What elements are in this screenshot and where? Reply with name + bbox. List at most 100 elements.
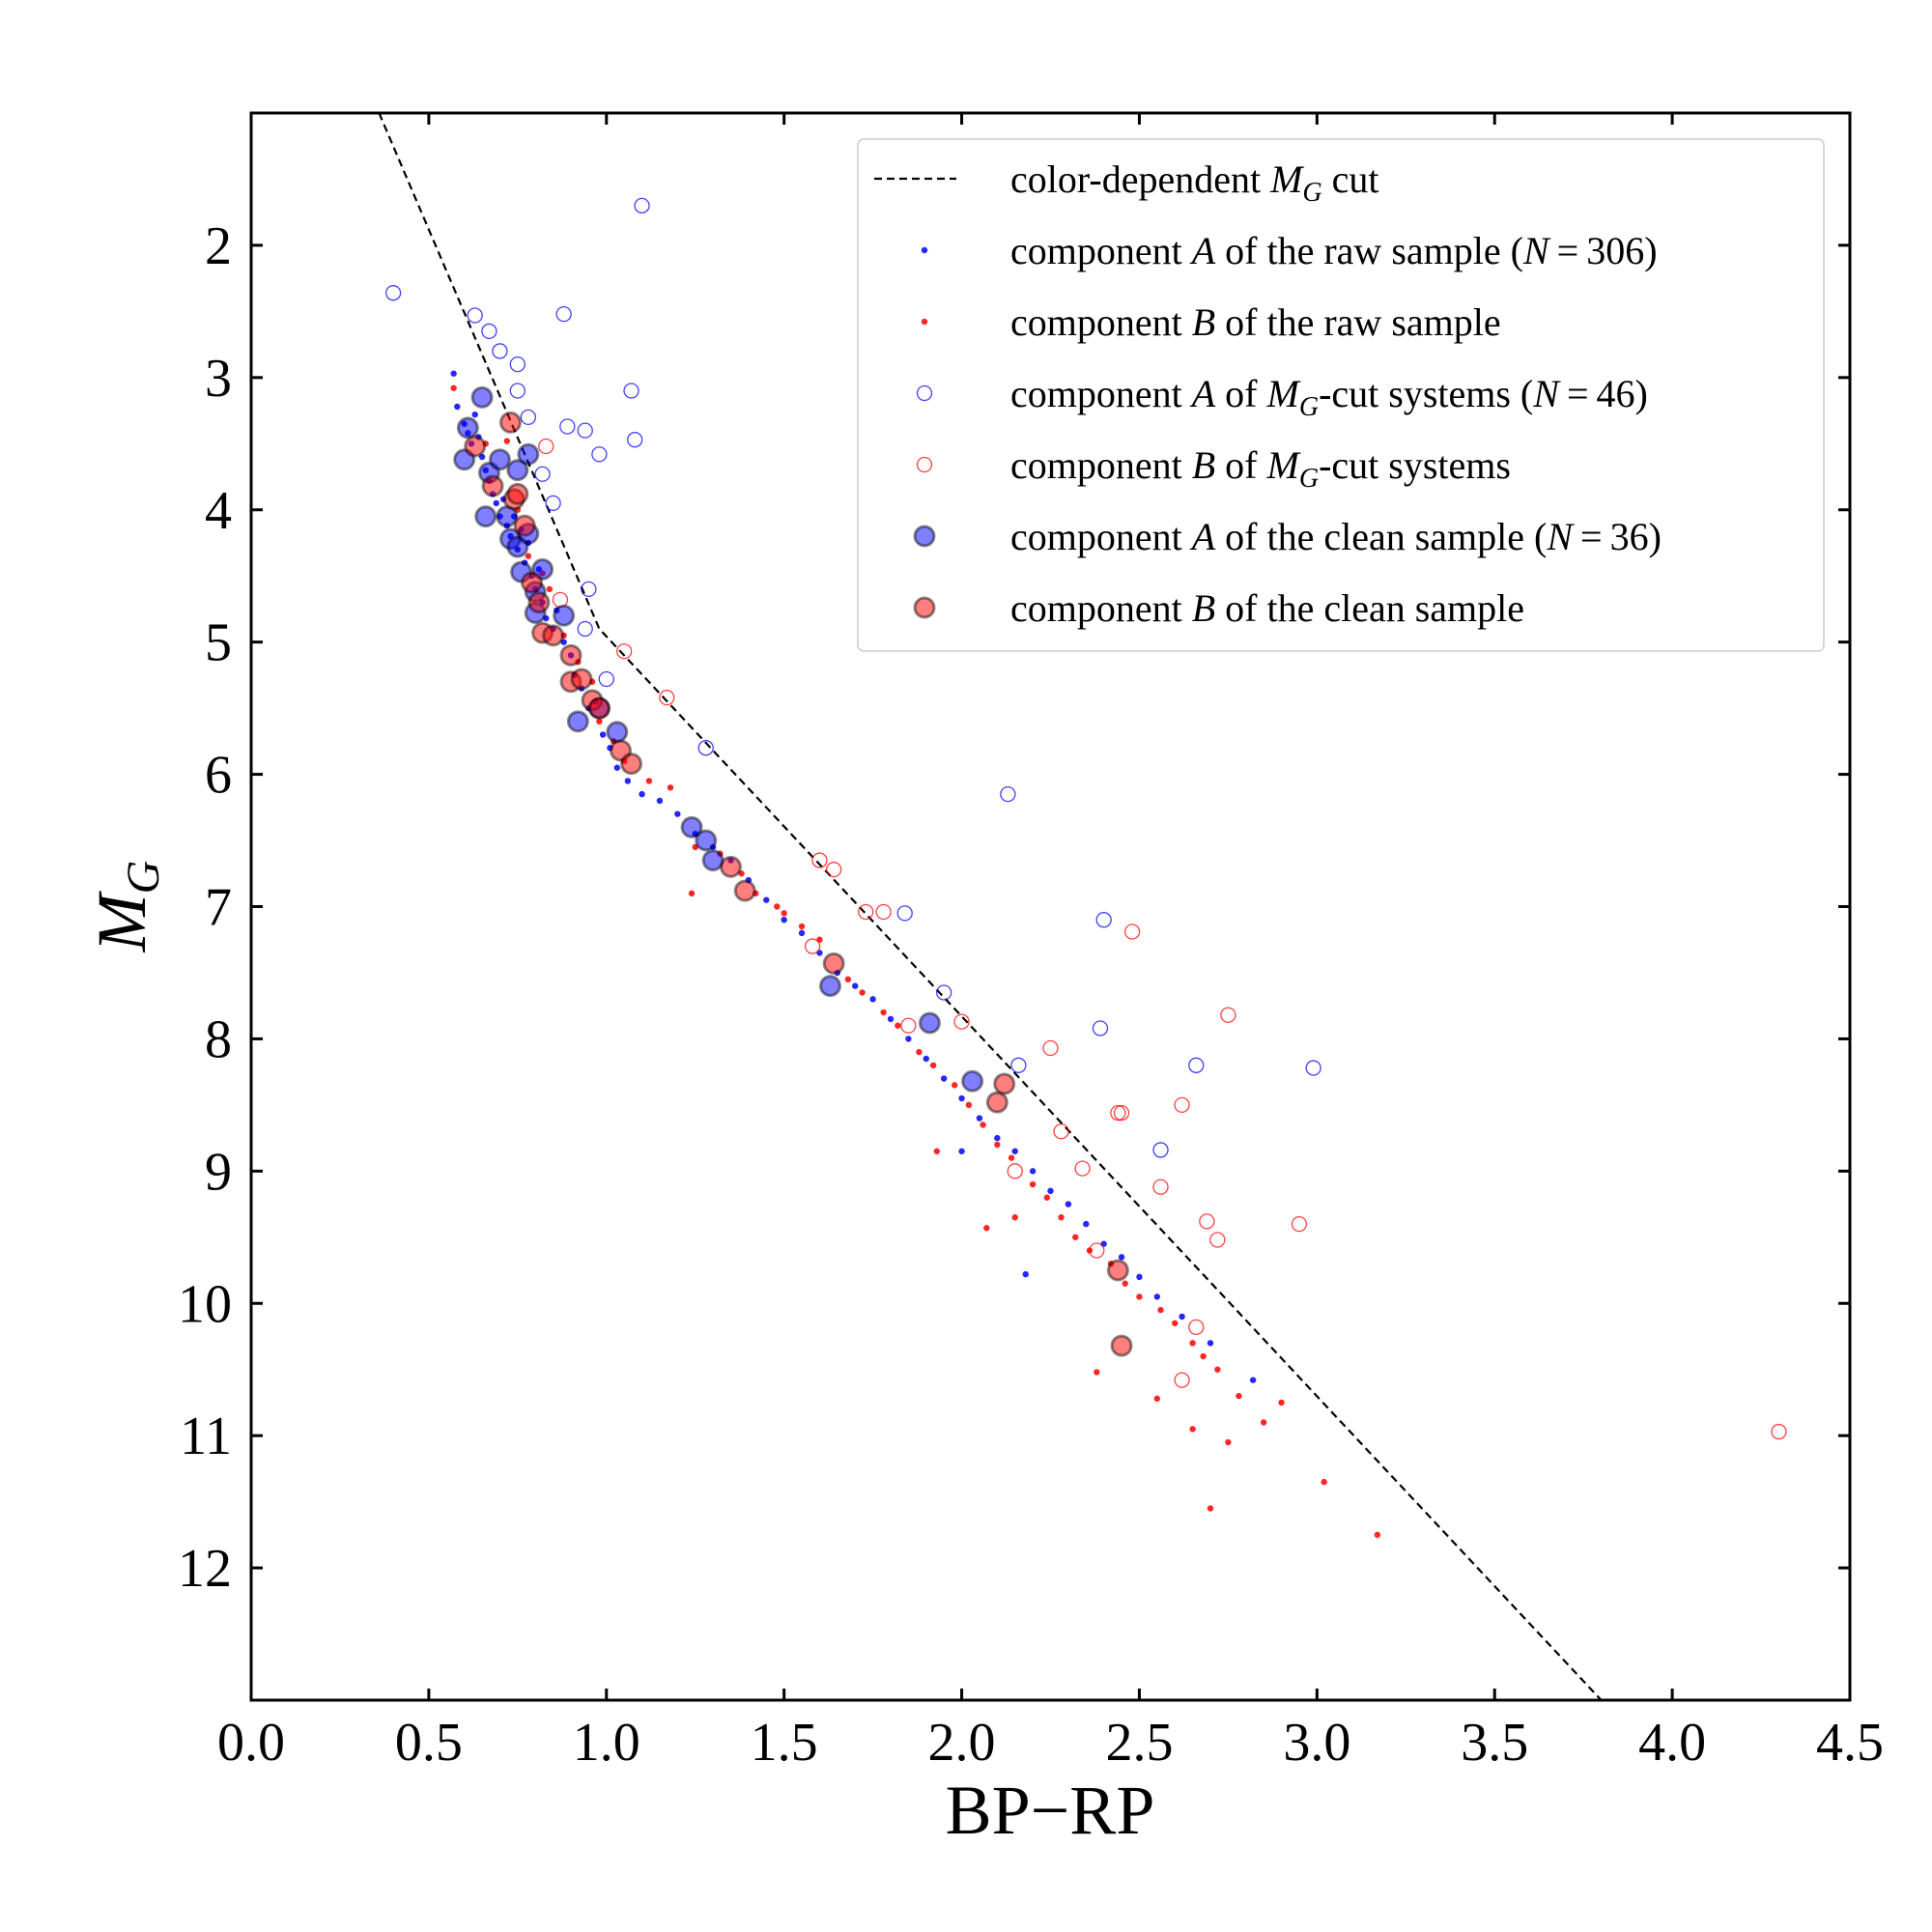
point-dot-blue <box>1207 1340 1214 1347</box>
point-ring-blue <box>1152 1142 1169 1158</box>
point-ring-red <box>1089 1242 1105 1259</box>
point-dot-red <box>844 976 852 983</box>
point-ring-blue <box>481 323 497 340</box>
point-big-red <box>521 571 544 594</box>
point-dot-blue <box>958 1094 965 1102</box>
point-dot-red <box>1278 1399 1285 1406</box>
point-big-blue <box>566 710 589 733</box>
point-dot-red <box>1189 1340 1196 1347</box>
point-ring-red <box>1174 1372 1190 1388</box>
point-dot-blue <box>1136 1273 1143 1281</box>
point-big-blue <box>517 442 540 466</box>
point-ring-red <box>1771 1423 1787 1440</box>
cut-line-layer <box>378 113 1603 1700</box>
point-ring-red <box>659 690 675 706</box>
point-big-red <box>498 411 522 434</box>
point-dot-blue <box>1029 1168 1037 1175</box>
point-dot-red <box>1214 1366 1221 1373</box>
legend-italic-part: A <box>1189 372 1216 415</box>
point-dot-red <box>1094 1369 1100 1376</box>
point-dot-red <box>1225 1438 1232 1446</box>
legend-marker-ring-red <box>916 456 933 473</box>
legend-italic-part: N <box>1522 229 1551 272</box>
point-dot-blue <box>656 797 664 805</box>
legend-text-part: of <box>1215 443 1266 487</box>
point-dot-blue <box>994 1134 1001 1142</box>
y-axis-label: MG <box>83 861 169 953</box>
x-tick-label: 3.0 <box>1283 1713 1350 1773</box>
point-dot-blue <box>454 403 461 411</box>
point-dot-blue <box>781 916 787 923</box>
legend-text-part: of the raw sample <box>1215 300 1500 344</box>
point-dot-red <box>1374 1531 1381 1539</box>
y-tick-label: 5 <box>205 613 232 673</box>
point-big-blue <box>453 448 476 471</box>
point-big-blue <box>456 416 479 440</box>
point-ring-blue <box>384 285 402 301</box>
point-dot-red <box>980 1122 986 1128</box>
x-tick-label: 1.5 <box>751 1713 818 1773</box>
point-dot-red <box>596 718 603 725</box>
legend-text-part: component <box>1010 372 1192 415</box>
legend-italic-part: B <box>1192 300 1215 344</box>
legend-text-part: = 46) <box>1559 372 1648 415</box>
point-big-red <box>720 855 742 878</box>
y-axis-label-sub: G <box>118 861 169 895</box>
legend-marker-dot-blue <box>921 246 928 254</box>
point-big-blue <box>553 604 576 627</box>
point-dot-blue <box>869 996 876 1003</box>
legend-subscript-part: G <box>1299 464 1319 494</box>
point-ring-red <box>900 1017 917 1034</box>
legend-label-raw-b: component B of the raw sample <box>1010 300 1501 344</box>
x-tick-label: 0.5 <box>395 1713 463 1773</box>
legend-label-clean-b: component B of the clean sample <box>1010 586 1524 630</box>
point-dot-blue <box>1083 1220 1090 1228</box>
point-big-blue <box>470 385 494 409</box>
point-dot-blue <box>450 370 457 377</box>
point-ring-blue <box>697 740 714 756</box>
point-dot-red <box>965 1101 973 1109</box>
legend-italic-part: A <box>1189 515 1216 558</box>
point-ring-red <box>1042 1039 1059 1057</box>
point-dot-red <box>1260 1419 1267 1426</box>
point-dot-blue <box>798 929 806 937</box>
point-big-red <box>570 668 593 691</box>
point-dot-blue <box>940 1075 948 1082</box>
legend-text-part: cut <box>1322 157 1379 201</box>
point-ring-blue <box>509 355 526 373</box>
x-tick-label: 0.0 <box>217 1713 285 1773</box>
point-big-blue <box>818 975 841 998</box>
point-ring-red <box>1199 1213 1215 1230</box>
point-ring-red <box>1123 923 1141 940</box>
point-dot-red <box>774 903 781 910</box>
point-ring-red <box>826 862 842 878</box>
y-tick-label: 2 <box>205 216 232 276</box>
point-dot-red <box>1172 1320 1179 1326</box>
point-ring-blue <box>520 409 537 426</box>
point-dot-blue <box>958 1148 965 1154</box>
legend-italic-part: M <box>1266 372 1302 415</box>
point-dot-blue <box>1022 1270 1029 1278</box>
point-dot-blue <box>639 790 645 798</box>
point-big-red <box>559 643 582 667</box>
point-dot-blue <box>543 614 550 622</box>
point-big-red <box>481 474 504 497</box>
point-ring-red <box>1188 1319 1205 1336</box>
point-dot-red <box>546 585 554 593</box>
point-big-red <box>733 879 756 902</box>
point-ring-red <box>1220 1007 1236 1023</box>
point-ring-red <box>1291 1215 1308 1233</box>
point-ring-blue <box>598 670 614 688</box>
point-dot-red <box>952 1082 958 1089</box>
legend-text-part: = 306) <box>1549 229 1658 272</box>
point-dot-red <box>1122 1280 1128 1287</box>
point-dot-blue <box>560 639 567 645</box>
point-dot-blue <box>923 1055 929 1063</box>
point-dot-blue <box>905 1036 912 1042</box>
point-dot-blue <box>887 1015 895 1023</box>
point-dot-blue <box>1179 1313 1185 1321</box>
legend-marker-ring-blue <box>916 384 933 402</box>
point-big-blue <box>531 557 554 581</box>
legend-text-part: = 36) <box>1573 515 1662 558</box>
